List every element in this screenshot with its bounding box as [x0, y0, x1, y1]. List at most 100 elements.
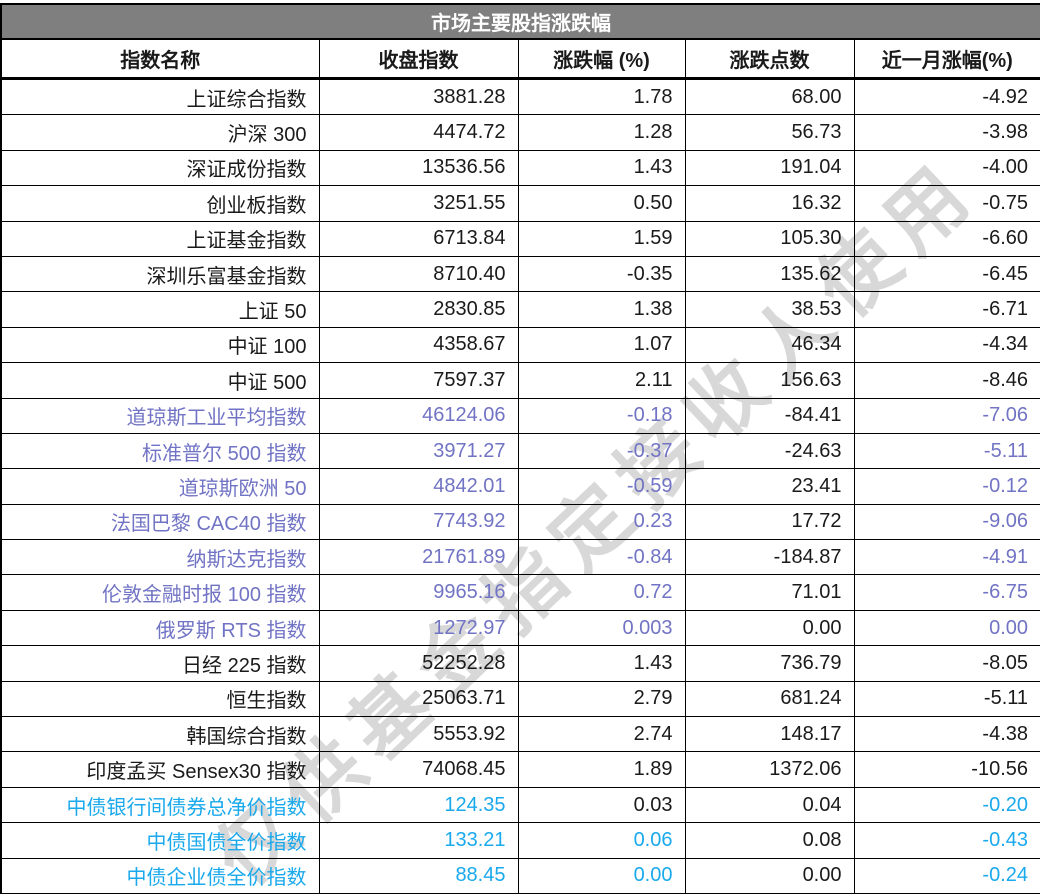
table-title: 市场主要股指涨跌幅 — [0, 3, 1040, 40]
value-cell: -6.71 — [853, 291, 1040, 328]
table-row: 中证 500 7597.37 2.11 156.63 -8.46 — [0, 362, 1040, 399]
value-cell: 7743.92 — [318, 503, 519, 541]
value-cell: 8710.40 — [318, 255, 519, 293]
index-name-cell: 上证基金指数 — [0, 220, 320, 257]
value-cell: 16.32 — [684, 185, 855, 222]
value-cell: 1.38 — [517, 291, 686, 328]
value-cell: -4.91 — [853, 539, 1040, 576]
value-cell: 1.43 — [517, 149, 686, 187]
value-cell: 191.04 — [684, 149, 855, 187]
index-name-cell: 道琼斯欧洲 50 — [0, 468, 320, 505]
value-cell: 0.06 — [517, 822, 686, 859]
value-cell: -184.87 — [684, 539, 855, 576]
index-name-cell: 中证 500 — [0, 362, 320, 399]
value-cell: 2830.85 — [318, 291, 519, 328]
table-row: 俄罗斯 RTS 指数 1272.97 0.003 0.00 0.00 — [0, 609, 1040, 647]
table-row: 韩国综合指数 5553.92 2.74 148.17 -4.38 — [0, 716, 1040, 753]
table-row: 沪深 300 4474.72 1.28 56.73 -3.98 — [0, 114, 1040, 151]
value-cell: 3251.55 — [318, 185, 519, 222]
column-header-change-points: 涨跌点数 — [684, 38, 855, 80]
value-cell: -7.06 — [853, 397, 1040, 434]
value-cell: 736.79 — [684, 645, 855, 682]
table-row: 上证 50 2830.85 1.38 38.53 -6.71 — [0, 291, 1040, 328]
table-row: 日经 225 指数 52252.28 1.43 736.79 -8.05 — [0, 645, 1040, 682]
value-cell: 1272.97 — [318, 609, 519, 647]
value-cell: -4.00 — [853, 149, 1040, 187]
value-cell: 46124.06 — [318, 397, 519, 434]
value-cell: 148.17 — [684, 716, 855, 753]
index-name-cell: 纳斯达克指数 — [0, 539, 320, 576]
value-cell: 0.003 — [517, 609, 686, 647]
table-row: 法国巴黎 CAC40 指数 7743.92 0.23 17.72 -9.06 — [0, 503, 1040, 541]
value-cell: 25063.71 — [318, 680, 519, 718]
index-name-cell: 伦敦金融时报 100 指数 — [0, 574, 320, 611]
value-cell: 1.07 — [517, 326, 686, 364]
index-name-cell: 创业板指数 — [0, 185, 320, 222]
value-cell: -8.46 — [853, 362, 1040, 399]
table-row: 道琼斯欧洲 50 4842.01 -0.59 23.41 -0.12 — [0, 468, 1040, 505]
table-row: 深证成份指数 13536.56 1.43 191.04 -4.00 — [0, 149, 1040, 187]
index-name-cell: 恒生指数 — [0, 680, 320, 718]
value-cell: 105.30 — [684, 220, 855, 257]
value-cell: -0.59 — [517, 468, 686, 505]
value-cell: -0.84 — [517, 539, 686, 576]
value-cell: -4.38 — [853, 716, 1040, 753]
index-name-cell: 韩国综合指数 — [0, 716, 320, 753]
value-cell: 156.63 — [684, 362, 855, 399]
table-row: 标准普尔 500 指数 3971.27 -0.37 -24.63 -5.11 — [0, 432, 1040, 470]
value-cell: 1.89 — [517, 751, 686, 788]
value-cell: 0.00 — [517, 857, 686, 894]
index-name-cell: 中债国债全价指数 — [0, 822, 320, 859]
table-row: 中债企业债全价指数 88.45 0.00 0.00 -0.24 — [0, 857, 1040, 894]
value-cell: -0.37 — [517, 432, 686, 470]
value-cell: 52252.28 — [318, 645, 519, 682]
value-cell: -4.34 — [853, 326, 1040, 364]
value-cell: 5553.92 — [318, 716, 519, 753]
index-name-cell: 深圳乐富基金指数 — [0, 255, 320, 293]
value-cell: 46.34 — [684, 326, 855, 364]
value-cell: 4474.72 — [318, 114, 519, 151]
value-cell: -5.11 — [853, 680, 1040, 718]
column-header-index-name: 指数名称 — [0, 38, 320, 80]
value-cell: 135.62 — [684, 255, 855, 293]
table-row: 恒生指数 25063.71 2.79 681.24 -5.11 — [0, 680, 1040, 718]
value-cell: 3971.27 — [318, 432, 519, 470]
value-cell: 2.79 — [517, 680, 686, 718]
value-cell: -5.11 — [853, 432, 1040, 470]
value-cell: -6.45 — [853, 255, 1040, 293]
table-row: 上证基金指数 6713.84 1.59 105.30 -6.60 — [0, 220, 1040, 257]
table-row: 深圳乐富基金指数 8710.40 -0.35 135.62 -6.45 — [0, 255, 1040, 293]
value-cell: 1.28 — [517, 114, 686, 151]
value-cell: -0.43 — [853, 822, 1040, 859]
table-row: 伦敦金融时报 100 指数 9965.16 0.72 71.01 -6.75 — [0, 574, 1040, 611]
value-cell: 1.43 — [517, 645, 686, 682]
value-cell: 7597.37 — [318, 362, 519, 399]
value-cell: 6713.84 — [318, 220, 519, 257]
value-cell: 0.23 — [517, 503, 686, 541]
index-name-cell: 上证综合指数 — [0, 77, 320, 116]
index-name-cell: 中证 100 — [0, 326, 320, 364]
value-cell: -6.60 — [853, 220, 1040, 257]
value-cell: -10.56 — [853, 751, 1040, 788]
index-table: 市场主要股指涨跌幅 指数名称 收盘指数 涨跌幅 (%) 涨跌点数 近一月涨幅(%… — [0, 3, 1040, 894]
value-cell: 3881.28 — [318, 77, 519, 116]
value-cell: 21761.89 — [318, 539, 519, 576]
table-body: 上证综合指数 3881.28 1.78 68.00 -4.92 沪深 300 4474.72… — [0, 77, 1040, 894]
table-row: 中证 100 4358.67 1.07 46.34 -4.34 — [0, 326, 1040, 364]
value-cell: 0.08 — [684, 822, 855, 859]
index-name-cell: 中债银行间债券总净价指数 — [0, 786, 320, 824]
value-cell: 71.01 — [684, 574, 855, 611]
index-name-cell: 上证 50 — [0, 291, 320, 328]
column-header-close: 收盘指数 — [318, 38, 519, 80]
value-cell: 0.00 — [684, 857, 855, 894]
value-cell: -6.75 — [853, 574, 1040, 611]
index-name-cell: 俄罗斯 RTS 指数 — [0, 609, 320, 647]
index-name-cell: 日经 225 指数 — [0, 645, 320, 682]
index-name-cell: 道琼斯工业平均指数 — [0, 397, 320, 434]
index-name-cell: 中债企业债全价指数 — [0, 857, 320, 894]
value-cell: 0.04 — [684, 786, 855, 824]
value-cell: 88.45 — [318, 857, 519, 894]
table-row: 印度孟买 Sensex30 指数 74068.45 1.89 1372.06 -10.5… — [0, 751, 1040, 788]
value-cell: 0.00 — [684, 609, 855, 647]
